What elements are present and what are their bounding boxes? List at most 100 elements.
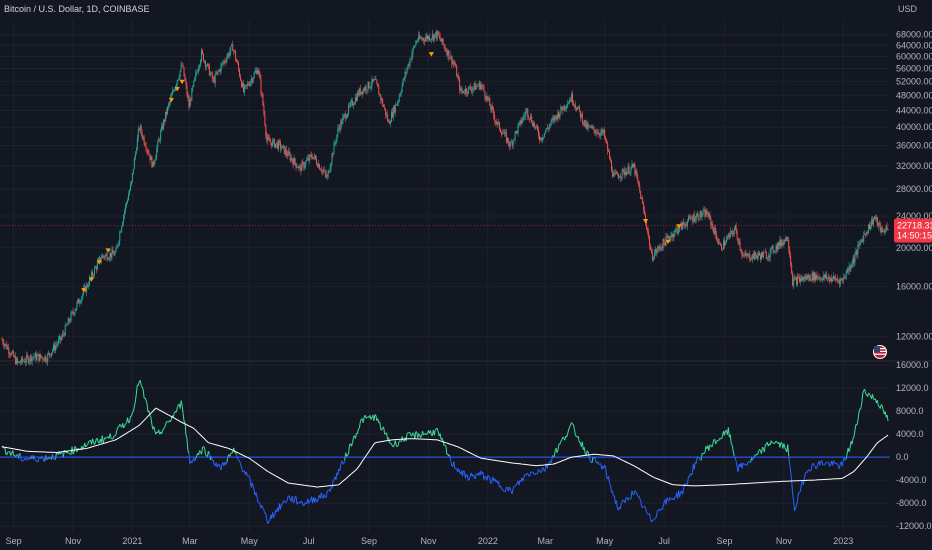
candle-body	[612, 174, 614, 177]
candle-body	[551, 119, 553, 121]
candle-body	[795, 277, 797, 279]
candle-body	[802, 276, 804, 280]
candle-body	[88, 285, 90, 287]
candle-body	[460, 88, 462, 91]
flag-icon[interactable]	[873, 345, 887, 359]
osc-segment	[610, 484, 613, 493]
osc-segment	[351, 442, 353, 447]
osc-segment	[205, 454, 207, 457]
candle-body	[109, 253, 111, 259]
candle-body	[505, 132, 507, 142]
candle-body	[656, 249, 658, 253]
candle-body	[701, 214, 703, 217]
candle-body	[130, 181, 132, 185]
candle-body	[792, 273, 794, 286]
candle-body	[709, 213, 711, 218]
candle-body	[111, 249, 113, 258]
candle-body	[762, 252, 764, 258]
candle-body	[704, 209, 706, 217]
candle-body	[550, 120, 552, 125]
candle-body	[581, 113, 583, 123]
candle-body	[485, 97, 487, 100]
osc-segment	[613, 495, 616, 504]
candle-body	[422, 38, 424, 40]
candle-body	[72, 311, 74, 314]
candle-body	[272, 140, 274, 147]
osc-segment	[757, 450, 760, 455]
candle-body	[393, 106, 395, 113]
candle-body	[833, 276, 835, 280]
time-axis[interactable]: Sep Nov 2021 Mar May Jul Sep Nov 2022 Mar May Jul Se…	[6, 536, 854, 546]
candle-body	[180, 65, 182, 71]
candle-body	[55, 345, 57, 351]
osc-segment	[589, 460, 592, 463]
last-price-value: 22718.31	[897, 221, 932, 231]
candle-body	[617, 175, 619, 178]
osc-segment	[42, 457, 45, 462]
candle-body	[285, 149, 287, 155]
candle-body	[791, 264, 793, 274]
candle-body	[815, 274, 817, 281]
candle-body	[86, 284, 88, 293]
candle-body	[203, 53, 205, 62]
osc-segment	[844, 458, 847, 461]
candle-body	[102, 255, 104, 257]
candle-body	[846, 268, 848, 273]
candle-body	[799, 278, 801, 282]
candle-body	[286, 154, 288, 157]
candle-body	[274, 139, 276, 148]
candle-body	[337, 128, 339, 135]
candle-body	[208, 65, 210, 76]
oscillator-axis[interactable]: -12000.0 -8000.0 -4000.0 0.0 4000.0 8000.0 120…	[896, 360, 932, 531]
signal-marker	[174, 87, 180, 92]
candle-body	[668, 236, 670, 239]
candle-body	[816, 274, 818, 278]
candle-body	[30, 355, 32, 362]
osc-segment	[762, 446, 764, 449]
osc-segment	[454, 467, 457, 470]
candle-body	[92, 272, 94, 276]
price-pane[interactable]	[0, 29, 890, 367]
price-axis[interactable]: 12000.00 16000.00 20000.00 24000.00 28000.00…	[896, 30, 932, 342]
candle-body	[389, 121, 391, 124]
candle-body	[697, 214, 699, 220]
candle-body	[36, 355, 38, 360]
candle-body	[722, 240, 724, 250]
osc-segment	[571, 422, 573, 425]
osc-segment	[775, 440, 778, 443]
candle-body	[325, 173, 327, 178]
osc-segment	[869, 394, 871, 396]
osc-segment	[639, 498, 642, 501]
osc-segment	[183, 420, 186, 423]
candle-body	[113, 253, 115, 256]
osc-segment	[463, 470, 465, 472]
candle-body	[700, 211, 702, 217]
candle-body	[702, 210, 704, 215]
candle-body	[238, 63, 240, 70]
osc-segment	[4, 447, 7, 455]
candle-body	[807, 275, 809, 279]
candle-body	[635, 170, 637, 175]
osc-segment	[35, 459, 38, 463]
osc-segment	[405, 433, 408, 442]
candle-body	[538, 135, 540, 140]
bar-countdown: 14:50:15	[897, 231, 932, 241]
candle-body	[740, 248, 742, 252]
candle-body	[161, 125, 163, 132]
osc-segment	[426, 432, 428, 436]
osc-segment	[759, 449, 761, 451]
candle-body	[349, 105, 351, 106]
osc-segment	[373, 414, 376, 422]
candle-body	[372, 79, 374, 82]
osc-segment	[235, 452, 238, 455]
osc-segment	[352, 437, 354, 443]
oscillator-pane[interactable]	[0, 379, 890, 524]
osc-segment	[191, 460, 194, 464]
osc-segment	[746, 462, 749, 466]
osc-segment	[591, 456, 594, 463]
time-tick-label: 2023	[833, 536, 853, 546]
candle-body	[329, 168, 331, 173]
osc-segment	[220, 463, 223, 471]
osc-segment	[347, 453, 350, 456]
time-tick-label: 2022	[478, 536, 498, 546]
